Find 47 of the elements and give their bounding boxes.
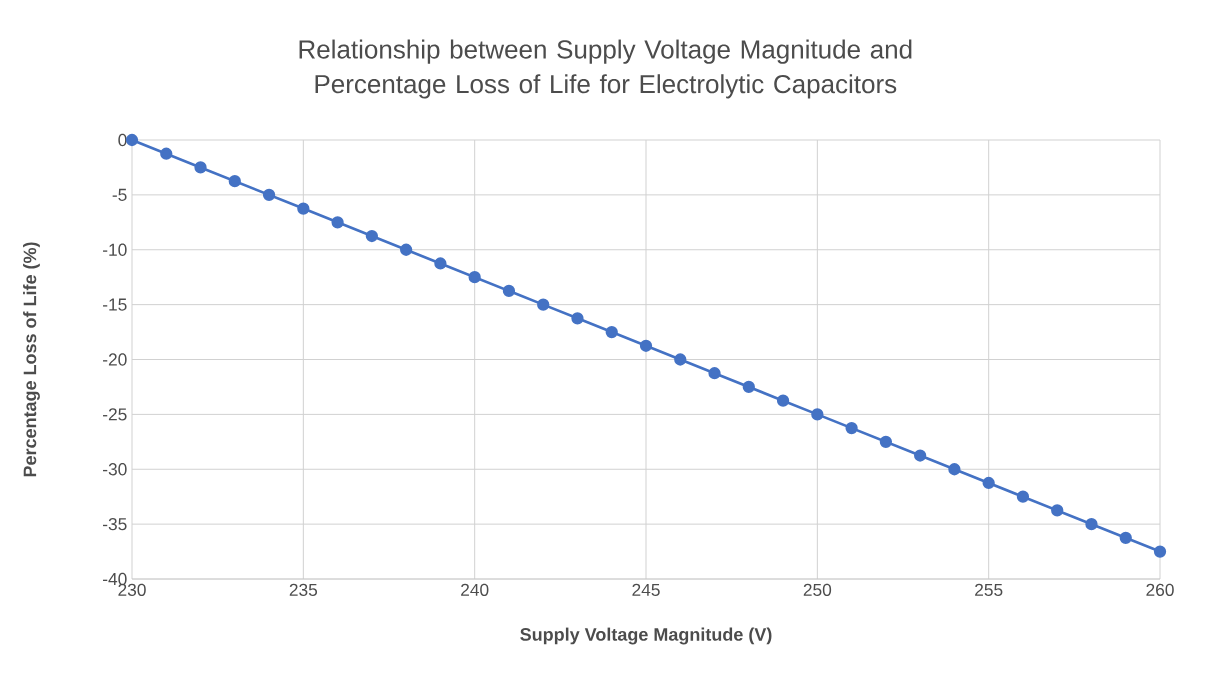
point bbox=[502, 284, 516, 298]
point bbox=[228, 175, 241, 188]
point bbox=[605, 325, 618, 339]
point bbox=[914, 449, 927, 462]
y-tick-label: -30 bbox=[103, 463, 127, 476]
point bbox=[434, 257, 447, 270]
y-tick-label: -25 bbox=[103, 408, 127, 421]
chart-title: Relationship between Supply Voltage Magnitude and Percentage Loss of Life for Electrolytic Capacitors bbox=[299, 39, 912, 99]
point bbox=[468, 271, 481, 284]
y-tick-label: -20 bbox=[103, 353, 127, 366]
point bbox=[1016, 490, 1030, 503]
y-tick-label: -35 bbox=[103, 517, 127, 531]
x-tick-label: 255 bbox=[975, 583, 1003, 596]
x-axis-title: Supply Voltage Magnitude (V) bbox=[520, 627, 772, 645]
y-tick-label: -15 bbox=[103, 298, 127, 311]
y-tick-label: -5 bbox=[112, 188, 127, 201]
x-tick-label: 250 bbox=[803, 583, 832, 596]
y-axis-title: Percentage Loss of Life (%) bbox=[23, 242, 40, 477]
point bbox=[331, 216, 344, 229]
point bbox=[776, 394, 790, 407]
point bbox=[297, 202, 310, 215]
point bbox=[982, 476, 995, 490]
y-tick-label: 0 bbox=[118, 133, 127, 147]
point bbox=[262, 188, 276, 202]
point bbox=[742, 380, 755, 394]
point bbox=[674, 353, 687, 366]
point bbox=[400, 243, 413, 256]
point bbox=[571, 312, 584, 325]
x-tick-label: 245 bbox=[632, 583, 660, 596]
point bbox=[845, 421, 858, 435]
y-tick-label: -10 bbox=[103, 243, 127, 256]
point bbox=[948, 463, 961, 476]
point bbox=[537, 298, 550, 311]
point bbox=[194, 161, 207, 174]
point bbox=[160, 147, 173, 160]
point bbox=[1085, 517, 1098, 531]
point bbox=[365, 229, 379, 243]
point bbox=[639, 339, 653, 352]
point bbox=[811, 408, 824, 421]
point bbox=[879, 435, 893, 448]
x-tick-label: 260 bbox=[1146, 583, 1174, 596]
point bbox=[708, 367, 721, 380]
point bbox=[1051, 504, 1064, 517]
x-tick-label: 240 bbox=[461, 583, 489, 596]
point bbox=[1119, 531, 1132, 544]
point bbox=[1153, 545, 1167, 558]
x-tick-label: 235 bbox=[289, 583, 318, 596]
